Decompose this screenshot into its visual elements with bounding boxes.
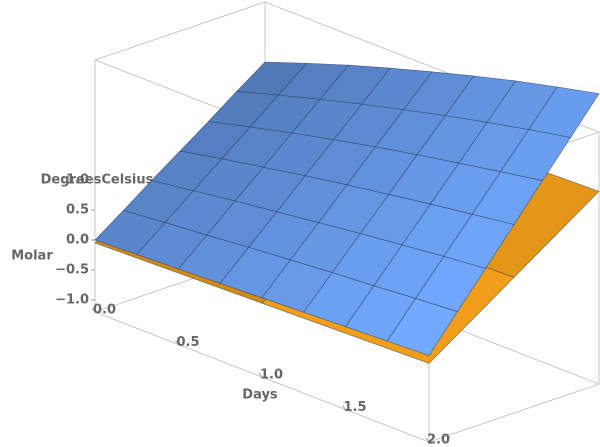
z-tick-label: −1.0 xyxy=(55,293,89,308)
z-axis-label: DegreesCelsius xyxy=(41,173,154,188)
x-tick xyxy=(91,307,96,313)
x-tick-label: 2.0 xyxy=(427,433,450,447)
box-edge xyxy=(428,383,600,443)
x-axis-label: Days xyxy=(242,388,278,403)
z-tick-label: 0.5 xyxy=(66,203,89,218)
x-tick-label: 1.0 xyxy=(260,368,283,383)
x-tick xyxy=(258,372,263,378)
y-axis-label: Molar xyxy=(11,249,53,264)
surface-patch xyxy=(386,298,458,356)
x-tick xyxy=(342,405,346,410)
z-tick-label: −0.5 xyxy=(55,263,89,278)
x-tick xyxy=(175,340,179,345)
x-tick-label: 1.5 xyxy=(344,400,367,415)
z-tick-label: 0.0 xyxy=(66,233,89,248)
box-edge xyxy=(94,1,266,61)
x-tick xyxy=(425,437,430,443)
x-tick-label: 0.5 xyxy=(177,335,200,350)
z-tick-label: 1.0 xyxy=(66,173,89,188)
x-tick-label: 0.0 xyxy=(93,303,116,318)
